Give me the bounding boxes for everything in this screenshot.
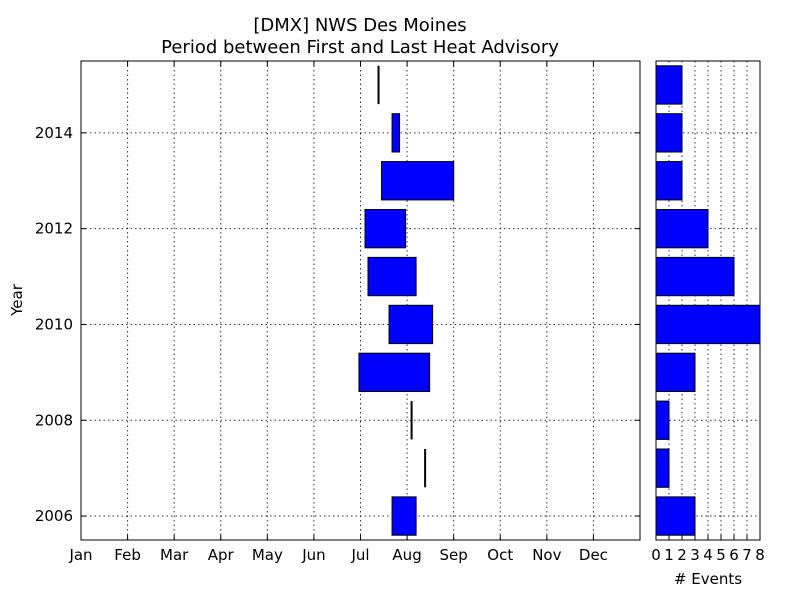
side-x-tick-label: 5 [716,546,726,564]
range-bar-2012 [364,208,407,249]
event-bar-2009 [655,352,696,393]
y-tick-label: 2008 [35,411,73,429]
side-x-tick-label: 7 [742,546,752,564]
event-bar-2011 [655,256,735,297]
x-tick-label: Jan [68,546,92,564]
x-tick-label: Sep [440,546,468,564]
y-tick-label: 2014 [35,124,73,142]
y-tick-label: 2010 [35,315,73,333]
event-bar-2010 [655,304,761,345]
x-tick-label: Dec [579,546,608,564]
x-tick-label: Oct [487,546,513,564]
event-bar-2013 [655,161,683,201]
event-bar-2008 [655,400,670,440]
x-tick-label: Jul [350,546,369,564]
x-tick-label: May [252,546,283,564]
range-bar-2009 [358,352,431,393]
event-bar-2014 [655,113,683,153]
x-axis-label-events: # Events [674,570,742,588]
side-x-tick-label: 0 [651,546,661,564]
y-tick-label: 2012 [35,220,73,238]
event-bar-2007 [655,448,670,488]
range-bar-2014 [391,113,401,153]
chart-subtitle: Period between First and Last Heat Advis… [161,37,559,58]
range-bar-2013 [381,161,455,201]
side-x-tick-label: 6 [729,546,739,564]
side-x-tick-label: 8 [755,546,765,564]
x-tick-label: Mar [160,546,189,564]
event-bar-2015 [655,65,683,105]
range-bar-2010 [388,304,434,345]
x-tick-label: Aug [392,546,421,564]
event-bar-2006 [655,496,696,536]
range-chart: Jan Feb Mar Apr May Jun Jul Aug Sep Oct Nov Dec 2006… [35,60,641,564]
side-x-tick-label: 1 [664,546,674,564]
side-x-tick-label: 2 [677,546,687,564]
chart-title: [DMX] NWS Des Moines [253,15,466,36]
range-bar-2011 [367,256,417,297]
x-tick-label: Nov [532,546,561,564]
side-x-tick-label: 3 [690,546,700,564]
x-tick-label: Apr [208,546,235,564]
event-bar-2012 [655,208,709,249]
range-bar-2006 [391,496,417,536]
x-tick-label: Jun [301,546,325,564]
y-tick-label: 2006 [35,507,73,525]
side-x-tick-label: 4 [703,546,713,564]
x-tick-label: Feb [114,546,141,564]
y-axis-label: Year [8,283,26,317]
